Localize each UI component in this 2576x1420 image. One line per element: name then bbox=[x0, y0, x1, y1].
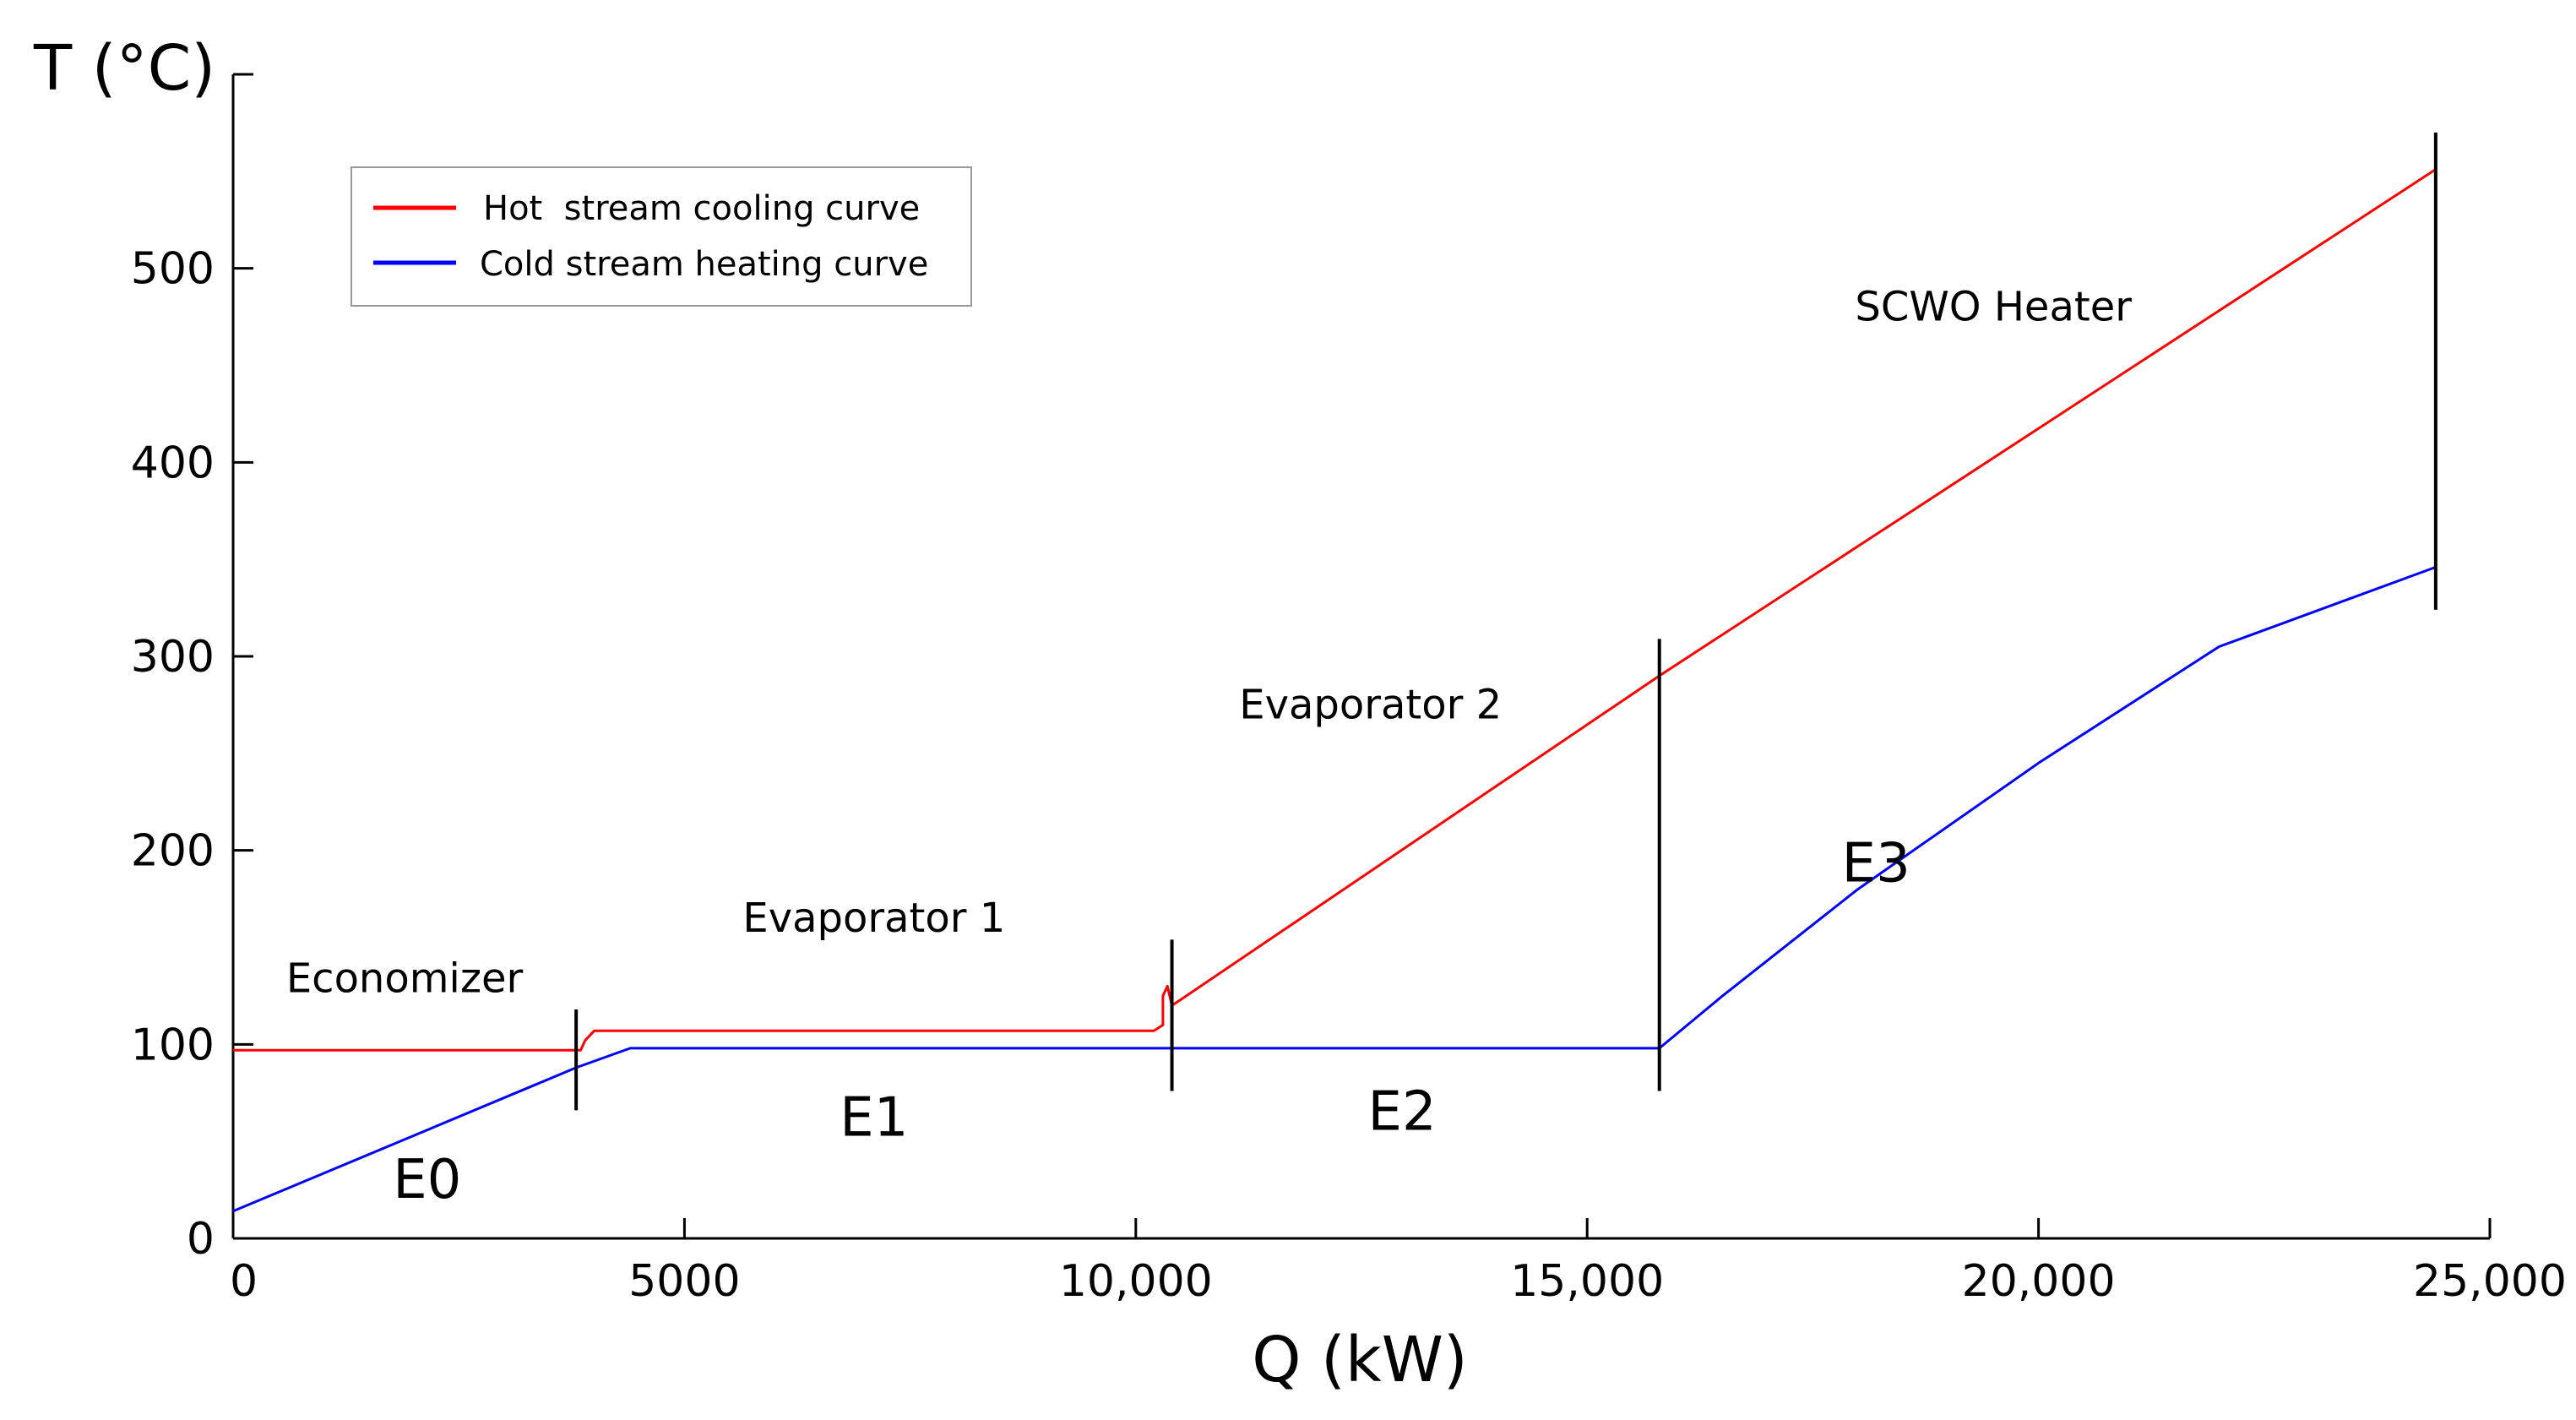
x-tick-label: 20,000 bbox=[1962, 1256, 2116, 1307]
x-tick-label: 0 bbox=[230, 1256, 258, 1307]
annotation-e1: E1 bbox=[840, 1086, 908, 1149]
cold-stream-line bbox=[232, 565, 2437, 1213]
annotation-e0: E0 bbox=[393, 1149, 461, 1211]
annotation-economizer: Economizer bbox=[286, 955, 524, 1002]
annotation-e2: E2 bbox=[1368, 1080, 1437, 1143]
y-tick-label: 0 bbox=[187, 1214, 215, 1265]
annotation-e3: E3 bbox=[1842, 832, 1910, 895]
plot-series bbox=[232, 168, 2437, 1213]
annotation-evaporator-2: Evaporator 2 bbox=[1239, 681, 1502, 728]
y-tick-label: 400 bbox=[131, 438, 215, 488]
x-tick-label: 25,000 bbox=[2413, 1256, 2567, 1307]
legend-label-hot: Hot stream cooling curve bbox=[483, 189, 920, 228]
heat-exchanger-dividers bbox=[574, 132, 2437, 1111]
annotation-scwo-heater: SCWO Heater bbox=[1855, 284, 2132, 331]
y-tick-label: 300 bbox=[131, 632, 215, 683]
y-tick-label: 500 bbox=[131, 244, 215, 295]
y-tick-label: 100 bbox=[131, 1020, 215, 1070]
legend-box bbox=[351, 166, 972, 307]
legend: Hot stream cooling curve Cold stream hea… bbox=[351, 166, 972, 307]
y-axis-title: T (°C) bbox=[33, 32, 215, 105]
legend-label-cold: Cold stream heating curve bbox=[480, 245, 928, 284]
annotation-evaporator-1: Evaporator 1 bbox=[742, 895, 1005, 942]
x-axis-title: Q (kW) bbox=[1252, 1324, 1468, 1396]
x-tick-label: 10,000 bbox=[1059, 1256, 1213, 1307]
x-tick-label: 5000 bbox=[628, 1256, 740, 1307]
x-tick-label: 15,000 bbox=[1510, 1256, 1664, 1307]
annotations: Economizer Evaporator 1 Evaporator 2 SCWO H… bbox=[286, 284, 2132, 1211]
y-tick-label: 200 bbox=[131, 826, 215, 877]
axes: 0 5000 10,000 15,000 20,000 25,000 0 100 200 300 4… bbox=[131, 73, 2567, 1307]
hot-stream-line bbox=[233, 168, 2437, 1052]
